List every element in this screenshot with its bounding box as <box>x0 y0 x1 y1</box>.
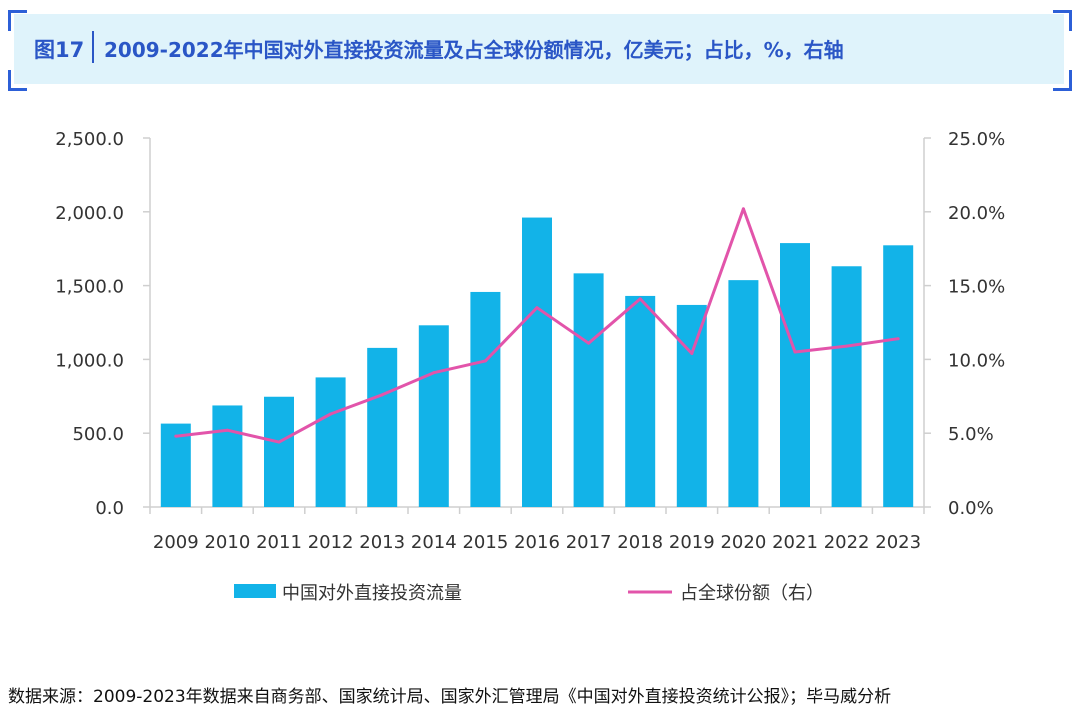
left-tick-label: 2,000.0 <box>55 203 124 224</box>
figure-number: 图17 <box>34 38 85 62</box>
chart-title: 2009-2022年中国对外直接投资流量及占全球份额情况，亿美元；占比，%，右轴 <box>104 38 844 62</box>
bracket-bottom-right <box>1053 70 1072 91</box>
share-point-2013 <box>380 393 384 397</box>
share-point-2020 <box>741 207 745 211</box>
bar-2021 <box>780 243 810 508</box>
source-note: 数据来源：2009-2023年数据来自商务部、国家统计局、国家外汇管理局《中国对… <box>8 687 892 707</box>
share-point-2019 <box>690 351 694 355</box>
title-banner <box>14 14 1064 84</box>
x-tick-label: 2009 <box>153 532 199 553</box>
bar-2016 <box>522 217 552 507</box>
share-point-2009 <box>174 434 178 438</box>
legend: 中国对外直接投资流量 占全球份额（右） <box>234 583 824 604</box>
legend-line-label: 占全球份额（右） <box>680 583 824 604</box>
share-point-2017 <box>587 341 591 345</box>
share-point-2012 <box>329 412 333 416</box>
share-point-2021 <box>793 350 797 354</box>
bracket-top-left <box>8 10 27 31</box>
tick-labels: 0.0 500.0 1,000.0 1,500.0 2,000.0 2,500.0 0.0%… <box>55 129 1005 553</box>
bar-series <box>160 217 914 508</box>
x-tick-label: 2019 <box>669 532 715 553</box>
right-tick-label: 20.0% <box>948 203 1005 224</box>
share-point-2015 <box>483 359 487 363</box>
share-point-2018 <box>638 297 642 301</box>
legend-bar-swatch <box>234 584 276 598</box>
bar-2010 <box>212 405 243 507</box>
share-point-2014 <box>432 371 436 375</box>
bar-2013 <box>367 347 398 507</box>
right-tick-label: 0.0% <box>948 498 994 519</box>
bar-2012 <box>315 377 346 507</box>
bar-2022 <box>831 266 862 507</box>
x-tick-label: 2010 <box>204 532 250 553</box>
x-tick-label: 2011 <box>256 532 302 553</box>
bar-2011 <box>264 396 294 507</box>
x-tick-label: 2012 <box>308 532 354 553</box>
share-point-2022 <box>845 344 849 348</box>
right-tick-label: 15.0% <box>948 277 1005 298</box>
line-series <box>174 207 900 444</box>
bar-2023 <box>883 245 914 507</box>
left-tick-label: 0.0 <box>95 498 124 519</box>
bar-2017 <box>573 273 604 507</box>
left-tick-label: 2,500.0 <box>55 129 124 150</box>
share-point-2023 <box>896 337 900 341</box>
x-tick-label: 2018 <box>617 532 663 553</box>
x-tick-label: 2017 <box>566 532 612 553</box>
x-tick-label: 2015 <box>462 532 508 553</box>
bar-2020 <box>728 280 759 507</box>
x-tick-label: 2013 <box>359 532 405 553</box>
left-tick-label: 1,000.0 <box>55 350 124 371</box>
right-tick-label: 10.0% <box>948 350 1005 371</box>
title-divider <box>92 31 94 63</box>
bracket-top-right <box>1053 10 1072 31</box>
bar-2019 <box>676 304 707 507</box>
bar-2015 <box>470 291 501 507</box>
share-point-2011 <box>277 440 281 444</box>
left-tick-label: 500.0 <box>72 424 124 445</box>
x-tick-label: 2022 <box>824 532 870 553</box>
left-tick-label: 1,500.0 <box>55 277 124 298</box>
share-point-2016 <box>535 306 539 310</box>
right-tick-label: 5.0% <box>948 424 994 445</box>
x-tick-label: 2020 <box>720 532 766 553</box>
share-point-2010 <box>225 428 229 432</box>
x-tick-label: 2016 <box>514 532 560 553</box>
right-tick-label: 25.0% <box>948 129 1005 150</box>
legend-bar-label: 中国对外直接投资流量 <box>282 583 462 604</box>
bar-2018 <box>625 295 656 507</box>
bar-2014 <box>418 325 449 507</box>
x-tick-label: 2023 <box>875 532 921 553</box>
bracket-bottom-left <box>8 70 27 91</box>
x-tick-label: 2014 <box>411 532 457 553</box>
x-tick-label: 2021 <box>772 532 818 553</box>
